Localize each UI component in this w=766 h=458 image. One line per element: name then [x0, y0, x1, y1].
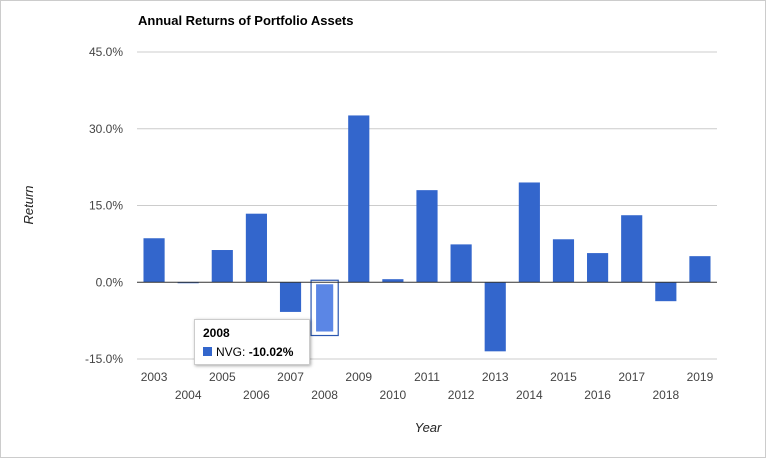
x-tick-label: 2004 — [175, 388, 202, 402]
x-tick-label: 2006 — [243, 388, 270, 402]
bar-2016[interactable] — [587, 253, 609, 283]
bar-2007[interactable] — [279, 282, 302, 312]
x-tick-labels: 2003 2004 2005 2006 2007 2008 2009 2010 2011 2012… — [141, 370, 714, 402]
tooltip-series: NVG — [216, 345, 243, 359]
bar-2017[interactable] — [621, 215, 643, 283]
x-tick-label: 2003 — [141, 370, 168, 384]
bar-2013[interactable] — [484, 282, 506, 352]
y-tick-label: 30.0% — [89, 122, 123, 136]
bar-2014[interactable] — [518, 182, 540, 283]
y-tick-label: -15.0% — [85, 352, 123, 366]
x-tick-label: 2014 — [516, 388, 543, 402]
chart-title: Annual Returns of Portfolio Assets — [138, 13, 354, 28]
bar-tooltip: 2008 NVG: -10.02% — [194, 319, 310, 365]
x-tick-label: 2017 — [618, 370, 645, 384]
bar-2011[interactable] — [416, 190, 438, 283]
tooltip-separator: : — [242, 345, 246, 359]
x-tick-label: 2013 — [482, 370, 509, 384]
bar-2009[interactable] — [348, 115, 370, 283]
y-tick-label: 15.0% — [89, 199, 123, 213]
bar-2019[interactable] — [689, 256, 711, 283]
x-tick-label: 2018 — [652, 388, 679, 402]
y-tick-labels: -15.0% 0.0% 15.0% 30.0% 45.0% — [85, 45, 123, 366]
x-tick-label: 2016 — [584, 388, 611, 402]
x-axis-title: Year — [415, 420, 442, 435]
y-tick-label: 45.0% — [89, 45, 123, 59]
tooltip-row: NVG: -10.02% — [203, 345, 293, 359]
y-tick-label: 0.0% — [96, 275, 124, 289]
x-tick-label: 2015 — [550, 370, 577, 384]
bar-2008[interactable] — [314, 282, 336, 334]
x-tick-label: 2008 — [311, 388, 338, 402]
x-tick-label: 2005 — [209, 370, 236, 384]
tooltip-value: -10.02% — [248, 345, 294, 359]
x-tick-label: 2019 — [687, 370, 714, 384]
bar-2003[interactable] — [143, 238, 165, 283]
bar-2005[interactable] — [211, 250, 233, 283]
bars — [143, 115, 711, 352]
bar-highlight-outline — [310, 279, 339, 337]
series-swatch-icon — [203, 347, 212, 356]
bar-2006[interactable] — [245, 213, 267, 283]
x-tick-label: 2009 — [345, 370, 372, 384]
bar-2010[interactable] — [382, 279, 404, 283]
x-tick-label: 2007 — [277, 370, 304, 384]
bar-2012[interactable] — [450, 244, 472, 283]
bar-2018[interactable] — [655, 282, 677, 302]
x-tick-label: 2011 — [414, 370, 440, 384]
y-axis-title: Return — [21, 185, 36, 224]
x-tick-label: 2010 — [380, 388, 407, 402]
tooltip-category: 2008 — [203, 326, 230, 340]
x-tick-label: 2012 — [448, 388, 475, 402]
bar-2015[interactable] — [552, 239, 575, 283]
